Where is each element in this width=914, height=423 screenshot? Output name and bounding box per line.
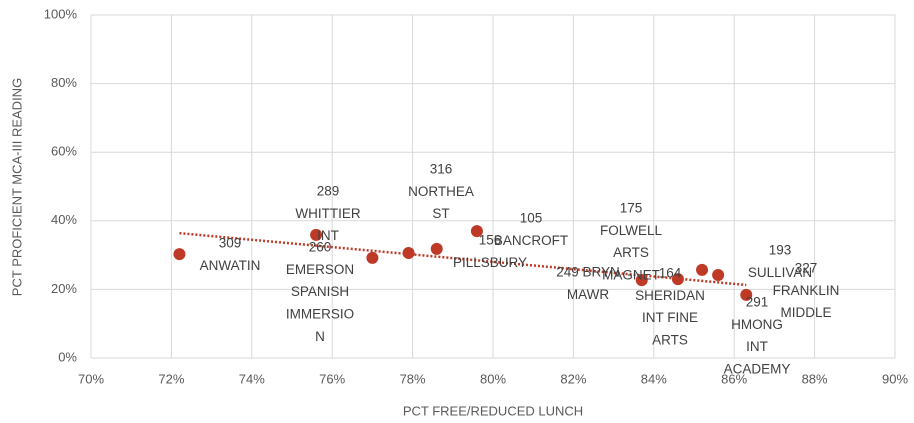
point-label: 156 bbox=[479, 233, 502, 248]
point-label: ARTS bbox=[652, 332, 688, 347]
y-tick-label: 100% bbox=[44, 6, 78, 21]
point bbox=[671, 273, 684, 286]
x-tick-label: 88% bbox=[802, 371, 828, 386]
point-label: 260 bbox=[309, 240, 332, 255]
point-label: SULLIVAN bbox=[748, 265, 812, 280]
point-label: SHERIDAN bbox=[635, 288, 705, 303]
point-label: 291 bbox=[746, 295, 769, 310]
y-tick-label: 20% bbox=[51, 281, 77, 296]
x-tick-label: 80% bbox=[480, 371, 506, 386]
point-label: 175 bbox=[620, 201, 643, 216]
point bbox=[173, 248, 186, 261]
point-label: EMERSON bbox=[286, 262, 354, 277]
point-label: SPANISH bbox=[291, 284, 349, 299]
x-tick-label: 70% bbox=[78, 371, 104, 386]
x-axis-title: PCT FREE/REDUCED LUNCH bbox=[403, 403, 583, 418]
point bbox=[712, 268, 725, 281]
x-tick-label: 72% bbox=[158, 371, 184, 386]
point-label: ANWATIN bbox=[200, 258, 261, 273]
y-tick-label: 80% bbox=[51, 75, 77, 90]
trendline bbox=[179, 231, 747, 287]
point-label: MAWR bbox=[567, 287, 609, 302]
point-label: MAGNET bbox=[602, 267, 660, 282]
point bbox=[366, 251, 379, 264]
point bbox=[470, 225, 483, 238]
point-label: 316 bbox=[430, 162, 453, 177]
point-label: N bbox=[315, 329, 325, 344]
point-label: 289 bbox=[317, 184, 340, 199]
y-axis-title: PCT PROFICIENT MCA-III READING bbox=[9, 78, 24, 296]
point-label: IMMERSIO bbox=[286, 306, 354, 321]
x-tick-label: 82% bbox=[560, 371, 586, 386]
y-tick-label: 60% bbox=[51, 144, 77, 159]
point-label: PILLSBURY bbox=[453, 255, 527, 270]
x-tick-label: 84% bbox=[641, 371, 667, 386]
point bbox=[430, 242, 443, 255]
point-label: 193 bbox=[769, 243, 792, 258]
point-label: ST bbox=[432, 206, 449, 221]
point-label: 105 bbox=[520, 211, 543, 226]
point bbox=[635, 274, 648, 287]
point-label: ACADEMY bbox=[724, 361, 791, 376]
x-tick-label: 78% bbox=[400, 371, 426, 386]
point bbox=[310, 228, 323, 241]
point-label: 249 BRYN bbox=[556, 265, 620, 280]
point-label: MIDDLE bbox=[780, 305, 831, 320]
point-label: NORTHEA bbox=[408, 184, 474, 199]
point-label: 309 bbox=[219, 236, 242, 251]
point bbox=[696, 263, 709, 276]
point-label: 164 bbox=[659, 266, 682, 281]
point-label: FOLWELL bbox=[600, 223, 663, 238]
point-label: HMONG bbox=[731, 317, 783, 332]
point-label: INT FINE bbox=[642, 310, 698, 325]
x-tick-label: 90% bbox=[882, 371, 908, 386]
x-tick-label: 86% bbox=[721, 371, 747, 386]
point-label: ARTS bbox=[613, 245, 649, 260]
point-label: WHITTIER bbox=[295, 206, 360, 221]
point bbox=[740, 288, 753, 301]
point-label: INT bbox=[317, 228, 339, 243]
x-tick-label: 76% bbox=[319, 371, 345, 386]
x-tick-label: 74% bbox=[239, 371, 265, 386]
y-tick-label: 0% bbox=[58, 349, 77, 364]
y-tick-label: 40% bbox=[51, 212, 77, 227]
point-label: BANCROFT bbox=[494, 233, 568, 248]
point bbox=[402, 247, 415, 260]
point-label: INT bbox=[746, 339, 768, 354]
point-label: 327 bbox=[795, 261, 818, 276]
point-label: FRANKLIN bbox=[773, 283, 840, 298]
